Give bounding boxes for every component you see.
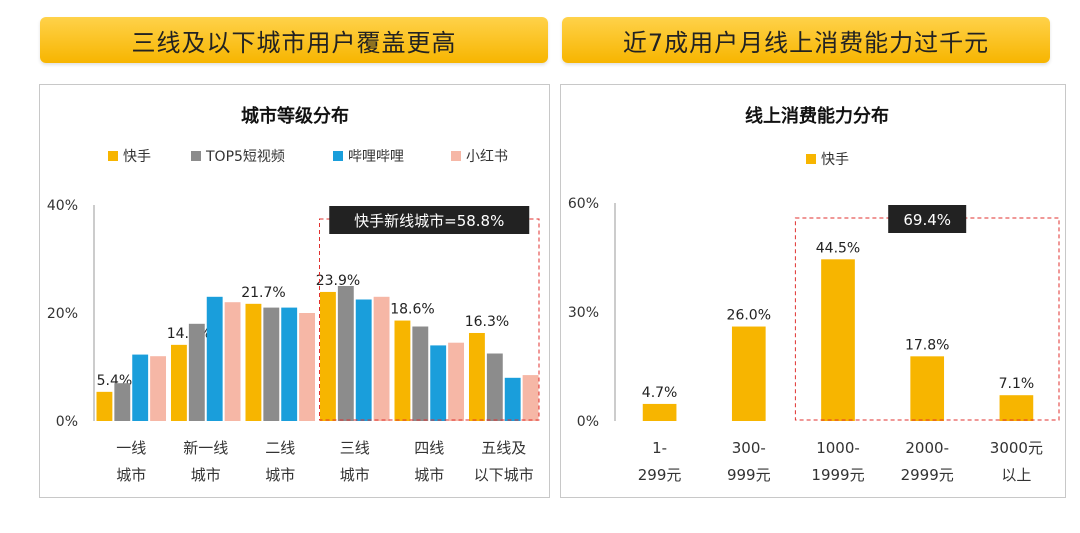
bar-1-1 [188,323,205,421]
data-label: 4.7% [642,385,678,401]
bar-2-2 [281,307,298,421]
legend-swatch-3 [451,151,461,161]
bar-3-4 [448,342,465,421]
data-label: 21.7% [241,285,285,301]
annotation-dashed-box [794,217,1060,421]
legend-swatch-2 [333,151,343,161]
x-category-label: 城市 [265,466,295,484]
x-category-label: 新一线 [183,439,228,457]
data-label: 23.9% [316,273,360,289]
x-category-label: 2999元 [901,466,954,484]
bar-2-1 [206,296,223,421]
bar-0-2 [245,303,262,421]
x-category-label: 五线及 [481,439,526,457]
x-category-label: 四线 [414,439,444,457]
x-category-label: 300- [732,439,766,457]
bar-1-2 [263,307,280,421]
x-category-label: 1- [652,439,667,457]
legend-label-2: 哔哩哔哩 [348,149,404,165]
bar-1-4 [412,326,429,421]
x-category-label: 2000- [905,439,949,457]
bar-3-2 [299,313,316,421]
data-label: 44.5% [816,240,860,256]
annotation-label-bg [888,205,967,233]
bar-0-1 [731,326,766,421]
bar-3-5 [522,375,539,421]
x-category-label: 299元 [638,466,682,484]
data-label: 7.1% [999,376,1035,392]
bar-3-0 [150,356,167,421]
legend-label-0: 快手 [821,152,849,168]
y-tick-label: 0% [577,414,599,430]
annotation-label-bg [329,206,530,234]
legend-label-3: 小红书 [466,149,508,165]
x-category-label: 以上 [1001,466,1031,484]
bar-0-4 [999,395,1034,421]
data-label: 18.6% [390,302,434,318]
bar-3-1 [224,302,241,421]
x-category-label: 999元 [727,466,771,484]
bar-0-4 [394,320,411,421]
y-tick-label: 40% [47,198,78,214]
chart-title: 城市等级分布 [241,105,349,127]
bar-1-5 [486,353,503,421]
x-category-label: 城市 [116,466,146,484]
legend-swatch-0 [806,154,816,164]
x-category-label: 城市 [340,466,370,484]
y-tick-label: 0% [56,414,78,430]
bar-2-4 [430,345,447,421]
bar-1-3 [337,286,354,421]
x-category-label: 1000- [816,439,860,457]
bar-2-5 [504,377,521,421]
banner-city-coverage: 三线及以下城市用户覆盖更高 [40,17,548,63]
x-category-label: 三线 [340,439,370,457]
x-category-label: 二线 [265,439,295,457]
legend-label-0: 快手 [123,149,151,165]
x-category-label: 一线 [116,439,146,457]
legend-label-1: TOP5短视频 [205,149,285,165]
data-label: 26.0% [727,308,771,324]
bar-2-0 [132,354,149,421]
bar-1-0 [114,383,131,421]
bar-0-5 [468,332,485,421]
bar-2-3 [355,299,372,421]
x-category-label: 3000元 [990,439,1043,457]
annotation-label: 快手新线城市=58.8% [354,212,504,230]
bar-0-0 [96,391,113,421]
chart-title: 线上消费能力分布 [745,105,889,127]
bar-0-0 [642,403,677,421]
bar-0-3 [319,291,336,421]
bar-3-3 [373,296,390,421]
data-label: 17.8% [905,337,949,353]
y-tick-label: 30% [568,305,599,321]
x-category-label: 城市 [191,466,221,484]
consumption-chart-panel: 线上消费能力分布快手 0% 30% 60% 1- 299元 4.7% 300- 999元 26.0… [560,84,1066,498]
y-tick-label: 60% [568,196,599,212]
legend-swatch-0 [108,151,118,161]
x-category-label: 1999元 [811,466,864,484]
bar-0-3 [910,356,945,421]
banner-consumption: 近7成用户月线上消费能力过千元 [562,17,1050,63]
data-label: 16.3% [465,314,509,330]
bar-0-2 [821,259,855,421]
legend-swatch-1 [191,151,201,161]
y-tick-label: 20% [47,306,78,322]
x-category-label: 以下城市 [474,466,534,484]
x-category-label: 城市 [414,466,444,484]
annotation-label: 69.4% [903,211,951,229]
city-level-chart-panel: 城市等级分布 快手 TOP5短视频 哔哩哔哩 小红书 0% 20% 40% 一线 城市 5.4% 新一… [39,84,550,498]
bar-0-1 [170,344,187,421]
